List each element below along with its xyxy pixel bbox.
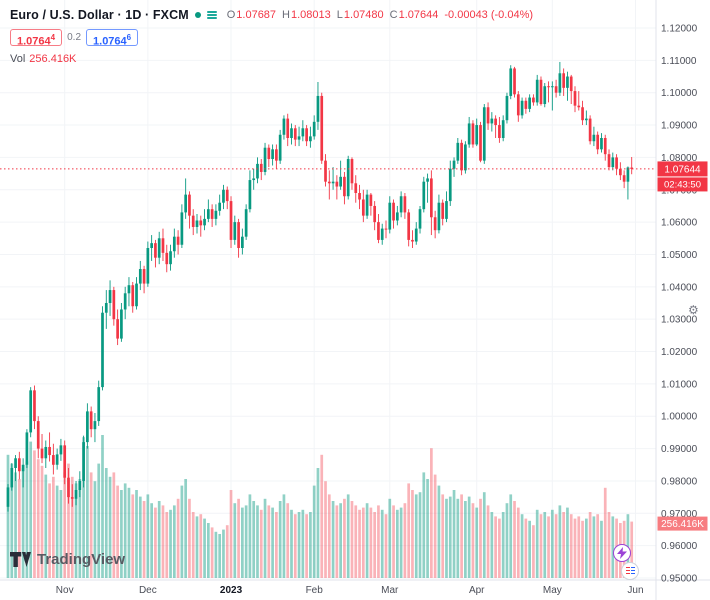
svg-text:02:43:50: 02:43:50	[664, 179, 701, 190]
symbol-title[interactable]: Euro / U.S. Dollar · 1D · FXCM	[10, 8, 189, 22]
ask-column-icon	[630, 567, 635, 575]
svg-text:Nov: Nov	[56, 585, 74, 596]
high-value: 1.08013	[291, 9, 331, 21]
sell-price-pip: 4	[50, 33, 56, 42]
ohlc-readout: O 1.07687 H 1.08013 L 1.07480 C 1.07644 -0.0…	[227, 9, 533, 21]
volume-axis-label: 256.416K	[657, 516, 708, 531]
close-label: C	[389, 9, 398, 21]
tradingview-logo-text: TradingView	[37, 551, 126, 568]
high-label: H	[282, 9, 290, 21]
buy-button[interactable]: 1.07646	[86, 29, 139, 48]
buy-price-pip: 6	[126, 33, 132, 42]
svg-text:1.05000: 1.05000	[661, 250, 698, 261]
tradingview-logo-icon	[10, 552, 31, 567]
low-value: 1.07480	[343, 9, 384, 21]
svg-text:Feb: Feb	[306, 585, 324, 596]
market-status-icon	[194, 12, 201, 18]
svg-text:1.12000: 1.12000	[661, 24, 698, 35]
grid-lines	[0, 0, 656, 580]
svg-text:0.98000: 0.98000	[661, 476, 698, 487]
svg-text:May: May	[543, 585, 562, 596]
legend-menu-icon[interactable]	[206, 10, 217, 20]
time-axis[interactable]: Nov Dec 2023 Feb Mar Apr May Jun	[56, 585, 644, 596]
svg-text:Mar: Mar	[381, 585, 399, 596]
low-label: L	[336, 9, 343, 21]
open-label: O	[226, 9, 236, 21]
last-price-label: 1.07644 02:43:50	[657, 161, 708, 192]
lightning-icon	[617, 547, 627, 559]
trading-panel-fab[interactable]	[621, 562, 639, 580]
svg-text:0.99000: 0.99000	[661, 444, 698, 455]
svg-text:1.03000: 1.03000	[661, 315, 698, 326]
svg-text:Jun: Jun	[627, 585, 643, 596]
svg-text:1.07644: 1.07644	[664, 164, 701, 175]
spread-value: 0.2	[67, 32, 82, 43]
svg-text:2023: 2023	[220, 585, 243, 596]
svg-text:Apr: Apr	[469, 585, 485, 596]
svg-text:1.02000: 1.02000	[661, 347, 698, 358]
quick-alert-fab[interactable]	[613, 544, 631, 562]
trade-buttons-row: 1.07644 0.2 1.07646	[10, 29, 533, 48]
svg-text:1.06000: 1.06000	[661, 218, 698, 229]
svg-text:0.97000: 0.97000	[661, 509, 698, 520]
svg-text:1.10000: 1.10000	[661, 88, 698, 99]
open-value: 1.07687	[236, 9, 277, 21]
volume-legend-value: 256.416K	[29, 53, 77, 65]
price-scale-settings-icon[interactable]: ⚙	[688, 303, 699, 317]
svg-text:Dec: Dec	[139, 585, 157, 596]
volume-legend-label: Vol	[10, 53, 26, 65]
svg-text:1.01000: 1.01000	[661, 379, 698, 390]
change-value: -0.00043 (-0.04%)	[444, 9, 534, 21]
volume-legend-row[interactable]: Vol 256.416K	[10, 53, 533, 65]
svg-text:0.95000: 0.95000	[661, 574, 698, 585]
svg-text:1.00000: 1.00000	[661, 412, 698, 423]
svg-text:1.11000: 1.11000	[661, 56, 697, 67]
tradingview-logo[interactable]: TradingView	[10, 551, 125, 568]
svg-text:1.08000: 1.08000	[661, 153, 698, 164]
svg-text:1.09000: 1.09000	[661, 121, 698, 132]
volume-bars	[6, 435, 634, 578]
legend-main-row: Euro / U.S. Dollar · 1D · FXCM O 1.07687 …	[10, 6, 533, 24]
close-value: 1.07644	[398, 9, 439, 21]
sell-button[interactable]: 1.07644	[10, 29, 63, 48]
candle-series	[6, 61, 634, 512]
bid-column-icon	[625, 567, 630, 575]
svg-text:0.96000: 0.96000	[661, 541, 698, 552]
svg-text:256.416K: 256.416K	[661, 519, 704, 530]
chart-legend: Euro / U.S. Dollar · 1D · FXCM O 1.07687 …	[10, 6, 533, 65]
svg-text:1.04000: 1.04000	[661, 282, 698, 293]
